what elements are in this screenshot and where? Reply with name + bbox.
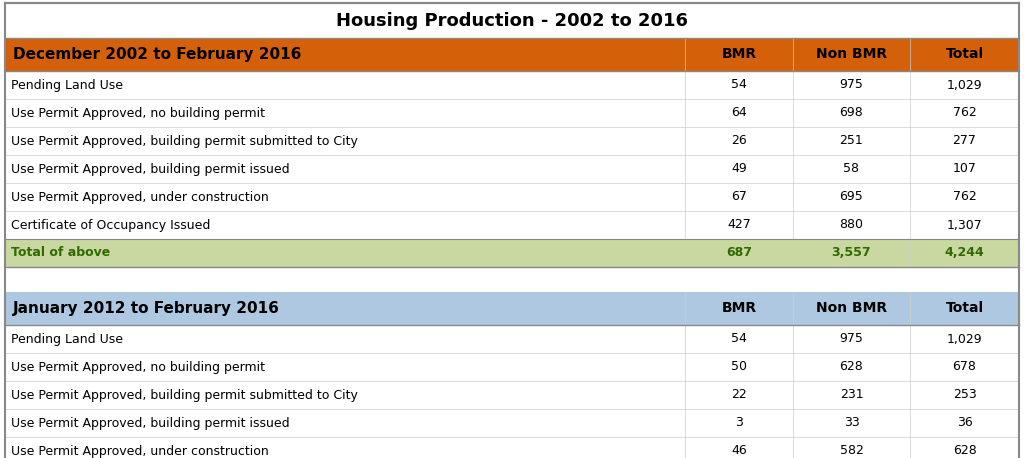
- Bar: [5, 127, 1019, 155]
- Text: Total of above: Total of above: [11, 246, 111, 260]
- Bar: [5, 409, 1019, 437]
- Text: 107: 107: [952, 163, 977, 175]
- Bar: [5, 381, 1019, 409]
- Text: Use Permit Approved, building permit submitted to City: Use Permit Approved, building permit sub…: [11, 135, 357, 147]
- Text: 58: 58: [844, 163, 859, 175]
- Text: 46: 46: [731, 445, 746, 458]
- Text: 762: 762: [952, 107, 976, 120]
- Text: 1,029: 1,029: [946, 333, 982, 345]
- Text: Total: Total: [945, 48, 984, 61]
- Bar: [5, 437, 1019, 458]
- Text: 33: 33: [844, 416, 859, 430]
- Text: 36: 36: [956, 416, 973, 430]
- Text: 582: 582: [840, 445, 863, 458]
- Text: Pending Land Use: Pending Land Use: [11, 333, 123, 345]
- Text: 231: 231: [840, 388, 863, 402]
- Text: January 2012 to February 2016: January 2012 to February 2016: [13, 301, 280, 316]
- Text: 64: 64: [731, 107, 746, 120]
- Text: 4,244: 4,244: [944, 246, 984, 260]
- Text: 67: 67: [731, 191, 746, 203]
- Text: 253: 253: [952, 388, 976, 402]
- Bar: [5, 71, 1019, 99]
- Text: Use Permit Approved, no building permit: Use Permit Approved, no building permit: [11, 360, 265, 374]
- Text: 427: 427: [727, 218, 751, 231]
- Text: 1,307: 1,307: [946, 218, 982, 231]
- Text: Use Permit Approved, no building permit: Use Permit Approved, no building permit: [11, 107, 265, 120]
- Text: 49: 49: [731, 163, 746, 175]
- Text: Use Permit Approved, building permit issued: Use Permit Approved, building permit iss…: [11, 416, 290, 430]
- Text: Use Permit Approved, under construction: Use Permit Approved, under construction: [11, 191, 268, 203]
- Bar: [5, 99, 1019, 127]
- Text: 880: 880: [840, 218, 863, 231]
- Bar: [5, 183, 1019, 211]
- Text: December 2002 to February 2016: December 2002 to February 2016: [13, 47, 301, 62]
- Text: Pending Land Use: Pending Land Use: [11, 78, 123, 92]
- Text: Housing Production - 2002 to 2016: Housing Production - 2002 to 2016: [336, 11, 688, 29]
- Text: BMR: BMR: [722, 301, 757, 316]
- Text: 3,557: 3,557: [831, 246, 871, 260]
- Text: 1,029: 1,029: [946, 78, 982, 92]
- Text: 26: 26: [731, 135, 746, 147]
- Text: Use Permit Approved, building permit submitted to City: Use Permit Approved, building permit sub…: [11, 388, 357, 402]
- Text: 762: 762: [952, 191, 976, 203]
- Text: 698: 698: [840, 107, 863, 120]
- Text: 975: 975: [840, 333, 863, 345]
- Text: Use Permit Approved, under construction: Use Permit Approved, under construction: [11, 445, 268, 458]
- Text: 50: 50: [731, 360, 746, 374]
- Bar: [5, 155, 1019, 183]
- Text: 628: 628: [952, 445, 976, 458]
- Text: 687: 687: [726, 246, 752, 260]
- Text: 251: 251: [840, 135, 863, 147]
- Bar: [5, 292, 1019, 325]
- Text: 3: 3: [735, 416, 743, 430]
- Bar: [5, 211, 1019, 239]
- Text: Total: Total: [945, 301, 984, 316]
- Text: 628: 628: [840, 360, 863, 374]
- Text: 54: 54: [731, 333, 746, 345]
- Text: Use Permit Approved, building permit issued: Use Permit Approved, building permit iss…: [11, 163, 290, 175]
- Bar: [5, 325, 1019, 353]
- Text: 975: 975: [840, 78, 863, 92]
- Bar: [5, 3, 1019, 38]
- Bar: [5, 353, 1019, 381]
- Text: 277: 277: [952, 135, 977, 147]
- Text: Non BMR: Non BMR: [816, 48, 887, 61]
- Text: Certificate of Occupancy Issued: Certificate of Occupancy Issued: [11, 218, 210, 231]
- Text: BMR: BMR: [722, 48, 757, 61]
- Text: Non BMR: Non BMR: [816, 301, 887, 316]
- Text: 22: 22: [731, 388, 746, 402]
- Bar: [5, 267, 1019, 292]
- Bar: [5, 239, 1019, 267]
- Text: 678: 678: [952, 360, 977, 374]
- Text: 54: 54: [731, 78, 746, 92]
- Bar: [5, 38, 1019, 71]
- Text: 695: 695: [840, 191, 863, 203]
